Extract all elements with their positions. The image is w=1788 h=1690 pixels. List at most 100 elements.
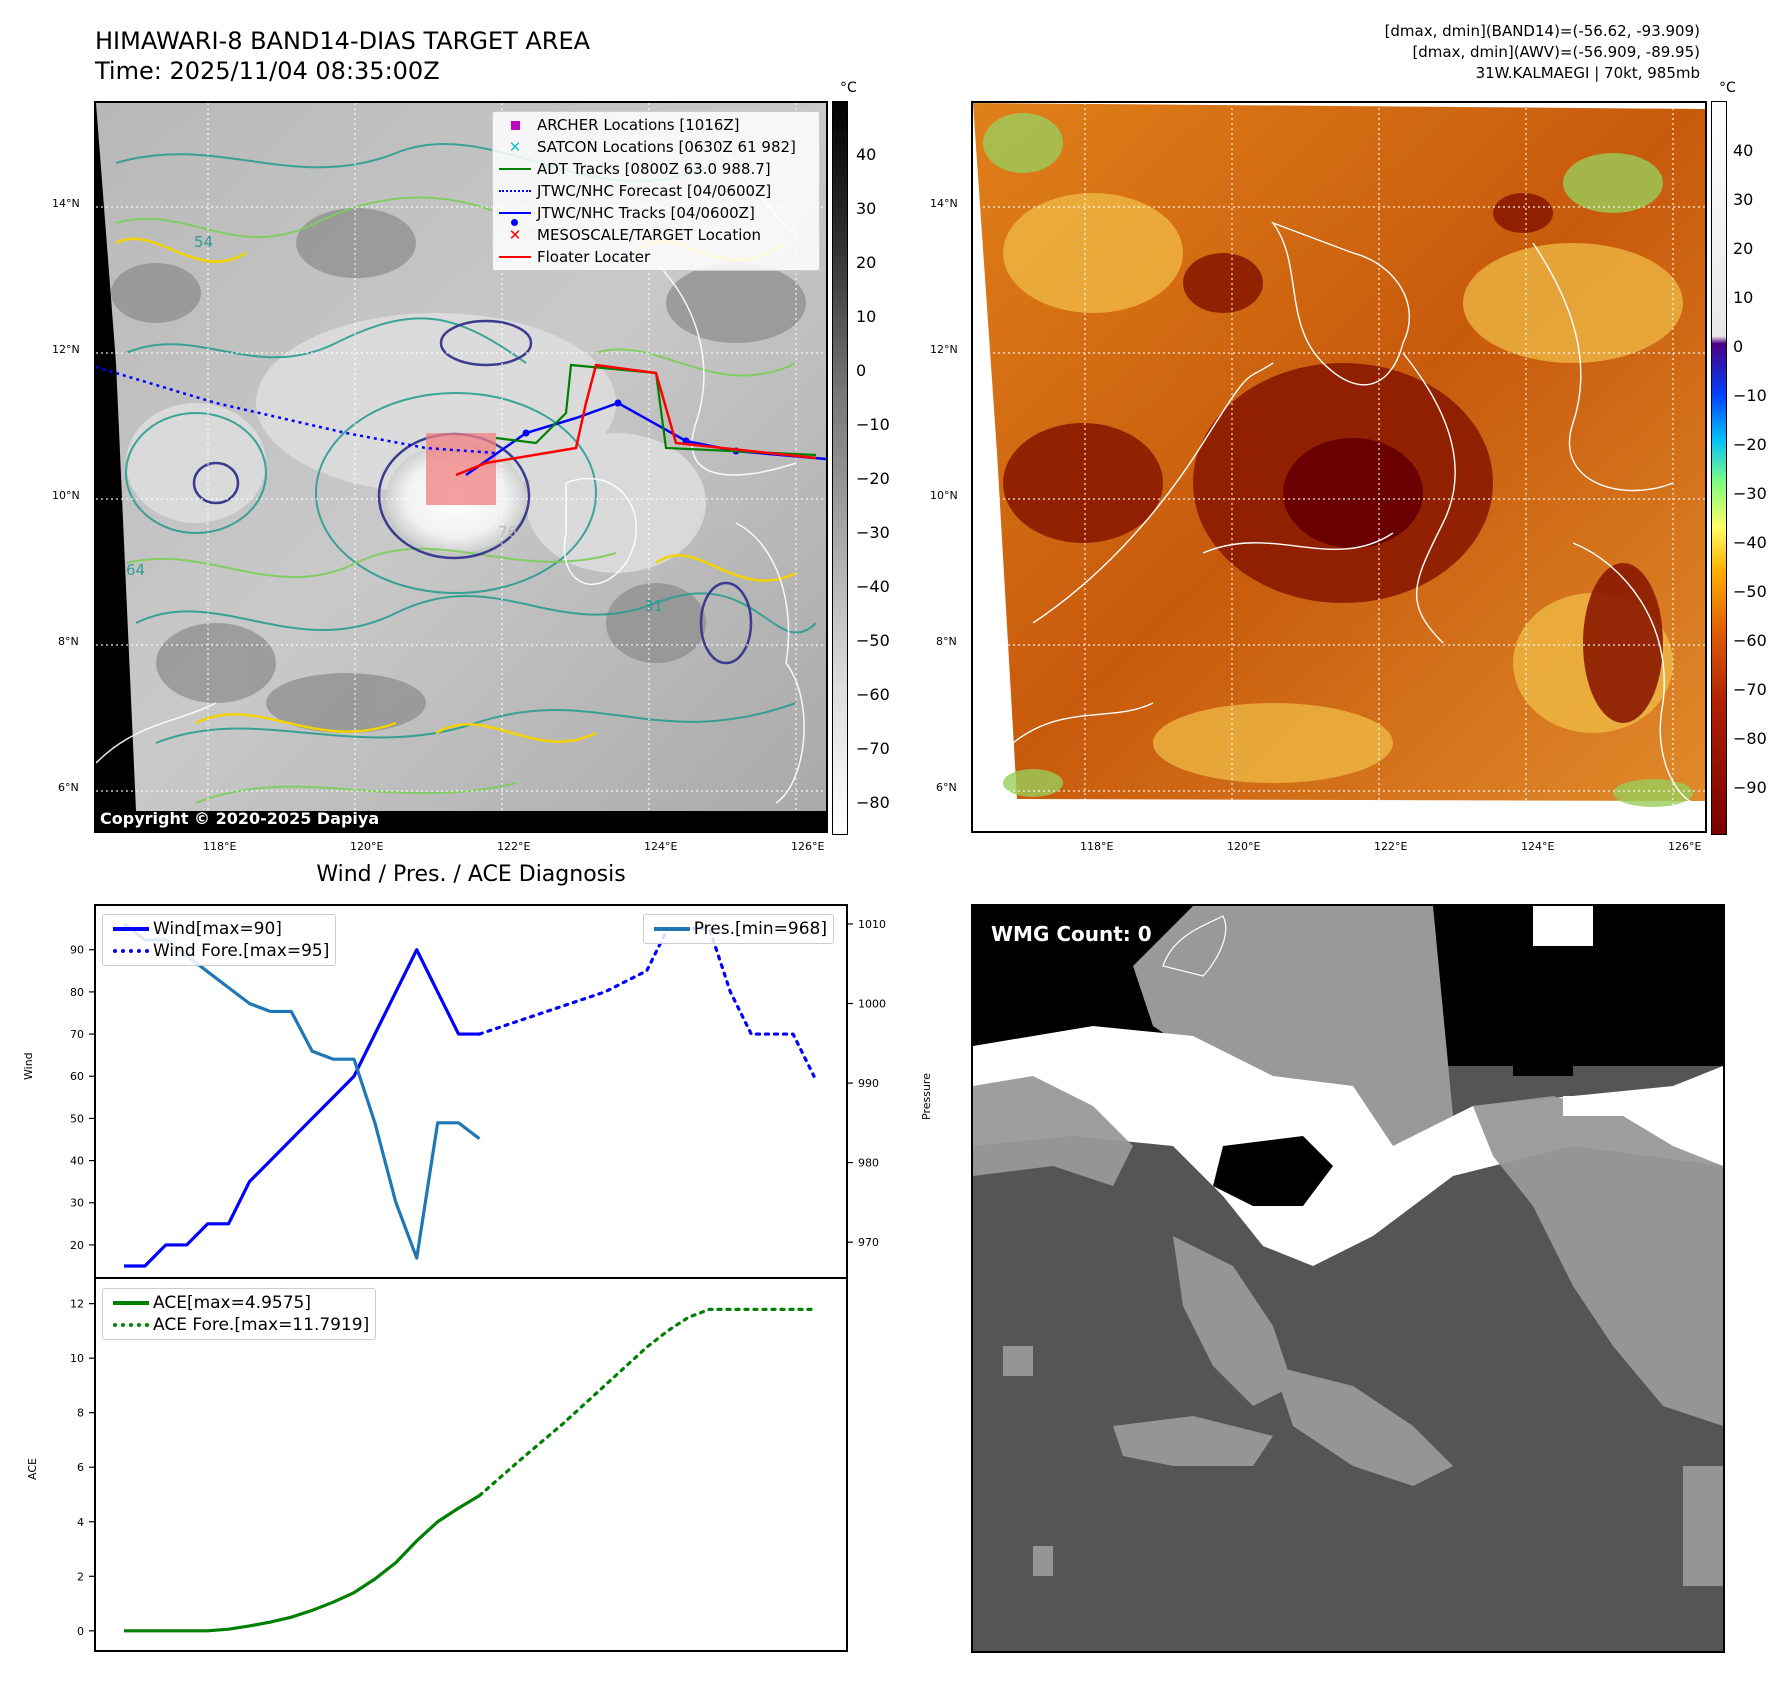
wind-axis-tick-label: 20 bbox=[70, 1239, 84, 1252]
colorbar-unit: °C bbox=[1719, 80, 1736, 96]
pressure-axis-tick-label: 990 bbox=[858, 1077, 879, 1090]
undefined-tick-label: 30 bbox=[856, 199, 877, 218]
undefined-tick-label: 20 bbox=[856, 253, 877, 272]
lon-label: 118°E bbox=[1080, 840, 1114, 853]
ace-axes-frame bbox=[94, 1277, 848, 1652]
lon-label: 126°E bbox=[1668, 840, 1702, 853]
line-icon bbox=[653, 927, 690, 931]
contour-label: 64 bbox=[126, 561, 146, 579]
wmg-count-label: WMG Count: 0 bbox=[991, 922, 1152, 946]
undefined-tick-label: −70 bbox=[856, 739, 890, 758]
lat-label: 10°N bbox=[52, 489, 80, 502]
dotted-line-icon bbox=[113, 1323, 149, 1327]
contour-label: 76 bbox=[498, 523, 518, 541]
undefined-tick-label: 30 bbox=[1733, 190, 1754, 209]
ace-axis-tick-label: 2 bbox=[77, 1570, 84, 1583]
wind-axis-tick-label: 50 bbox=[70, 1112, 84, 1125]
undefined-tick-label: −20 bbox=[856, 469, 890, 488]
lon-label: 120°E bbox=[1227, 840, 1261, 853]
wind-axis-series-1-line bbox=[477, 927, 816, 1078]
legend-item-pressure: Pres.[min=968] bbox=[650, 918, 827, 940]
undefined-tick-label: −30 bbox=[856, 523, 890, 542]
legend-item-wind-forecast: Wind Fore.[max=95] bbox=[109, 940, 329, 962]
ace-axis-series-1-line bbox=[477, 1307, 816, 1498]
undefined-tick-label: 40 bbox=[856, 145, 877, 164]
undefined-tick-label: −80 bbox=[856, 793, 890, 812]
ace-axis-tick-label: 4 bbox=[77, 1516, 84, 1529]
lat-label: 12°N bbox=[52, 343, 80, 356]
wind-axis-tick-label: 60 bbox=[70, 1070, 84, 1083]
ace-axis-series-0-line bbox=[124, 1494, 481, 1633]
line-icon bbox=[499, 256, 531, 258]
contour-label: 54 bbox=[194, 233, 214, 251]
band14-range-text: [dmax, dmin](BAND14)=(-56.62, -93.909) bbox=[1384, 22, 1700, 40]
diagnosis-chart-title: Wind / Pres. / ACE Diagnosis bbox=[316, 862, 626, 887]
lat-label: 14°N bbox=[52, 197, 80, 210]
ace-axis-tick-label: 6 bbox=[77, 1461, 84, 1474]
pressure-axis-tick-label: 980 bbox=[858, 1157, 879, 1170]
line-dot-icon bbox=[499, 212, 531, 214]
x-marker-icon: ✕ bbox=[508, 226, 522, 244]
legend-item-wind: Wind[max=90] bbox=[109, 918, 329, 940]
colorbar-right bbox=[1711, 101, 1727, 835]
wind-legend: Wind[max=90] Wind Fore.[max=95] bbox=[102, 914, 337, 966]
lat-label: 14°N bbox=[930, 197, 958, 210]
legend-item-jtwc-forecast: JTWC/NHC Forecast [04/0600Z] bbox=[493, 180, 819, 202]
legend-item-archer: ARCHER Locations [1016Z] bbox=[493, 114, 819, 136]
lon-label: 124°E bbox=[644, 840, 678, 853]
wind-axis-tick-label: 90 bbox=[70, 944, 84, 957]
lat-label: 12°N bbox=[930, 343, 958, 356]
pressure-legend: Pres.[min=968] bbox=[642, 914, 834, 944]
awv-range-text: [dmax, dmin](AWV)=(-56.909, -89.95) bbox=[1412, 43, 1700, 61]
legend-item-floater: Floater Locater bbox=[493, 246, 819, 268]
dotted-line-icon bbox=[499, 190, 531, 192]
wind-axis-tick-label: 40 bbox=[70, 1155, 84, 1168]
colorbar-left bbox=[832, 101, 848, 835]
figure-title-line2: Time: 2025/11/04 08:35:00Z bbox=[95, 57, 440, 85]
lat-label: 8°N bbox=[936, 635, 957, 648]
undefined-tick-label: −30 bbox=[1733, 484, 1767, 503]
square-marker-icon bbox=[510, 120, 520, 130]
map-legend: ARCHER Locations [1016Z] ✕ SATCON Locati… bbox=[492, 111, 820, 271]
diagnosis-chart[interactable]: 20 30 40 50 60 70 80 90 970 980 990 1000 1010 0 2 4 6 8 10… bbox=[70, 904, 886, 1652]
lon-label: 124°E bbox=[1521, 840, 1555, 853]
undefined-tick-label: 20 bbox=[1733, 239, 1754, 258]
wind-axis-tick-label: 30 bbox=[70, 1197, 84, 1210]
color-ir-map-panel[interactable] bbox=[971, 101, 1707, 833]
x-marker-icon: ✕ bbox=[508, 138, 522, 156]
pressure-axis-tick-label: 1010 bbox=[858, 918, 886, 931]
ir-map-panel[interactable]: Copyright © 2020-2025 Dapiya 54 64 76 31… bbox=[94, 101, 828, 833]
undefined-tick-label: −10 bbox=[856, 415, 890, 434]
legend-item-mesoscale: ✕ MESOSCALE/TARGET Location bbox=[493, 224, 819, 246]
line-icon bbox=[113, 1301, 149, 1305]
undefined-tick-label: 10 bbox=[856, 307, 877, 326]
lon-label: 126°E bbox=[791, 840, 825, 853]
legend-item-adt: ADT Tracks [0800Z 63.0 988.7] bbox=[493, 158, 819, 180]
lat-label: 10°N bbox=[930, 489, 958, 502]
colorbar-unit: °C bbox=[840, 80, 857, 96]
wind-axis-label: Wind bbox=[22, 1052, 35, 1080]
wind-axis-tick-label: 80 bbox=[70, 986, 84, 999]
lon-label: 120°E bbox=[350, 840, 384, 853]
copyright-text: Copyright © 2020-2025 Dapiya bbox=[100, 809, 380, 828]
wmg-image bbox=[973, 906, 1723, 1651]
pressure-axis-series-0-line bbox=[123, 922, 481, 1260]
pressure-axis-tick-label: 1000 bbox=[858, 998, 886, 1011]
legend-item-ace-forecast: ACE Fore.[max=11.7919] bbox=[109, 1314, 369, 1336]
contour-label: 31 bbox=[644, 597, 664, 615]
undefined-tick-label: 0 bbox=[856, 361, 867, 380]
legend-item-jtwc-tracks: JTWC/NHC Tracks [04/0600Z] bbox=[493, 202, 819, 226]
wmg-panel[interactable]: WMG Count: 0 bbox=[971, 904, 1725, 1653]
undefined-tick-label: −50 bbox=[856, 631, 890, 650]
ace-axis-tick-label: 12 bbox=[70, 1298, 84, 1311]
undefined-tick-label: −70 bbox=[1733, 680, 1767, 699]
undefined-tick-label: −60 bbox=[856, 685, 890, 704]
pressure-axis-label: Pressure bbox=[920, 1073, 933, 1120]
ace-axis-label: ACE bbox=[26, 1458, 39, 1480]
wind-axis-series-0-line bbox=[124, 948, 480, 1268]
lon-label: 118°E bbox=[203, 840, 237, 853]
ace-axis-tick-label: 8 bbox=[77, 1407, 84, 1420]
lat-label: 6°N bbox=[58, 781, 79, 794]
legend-item-ace: ACE[max=4.9575] bbox=[109, 1292, 369, 1314]
undefined-tick-label: −20 bbox=[1733, 435, 1767, 454]
